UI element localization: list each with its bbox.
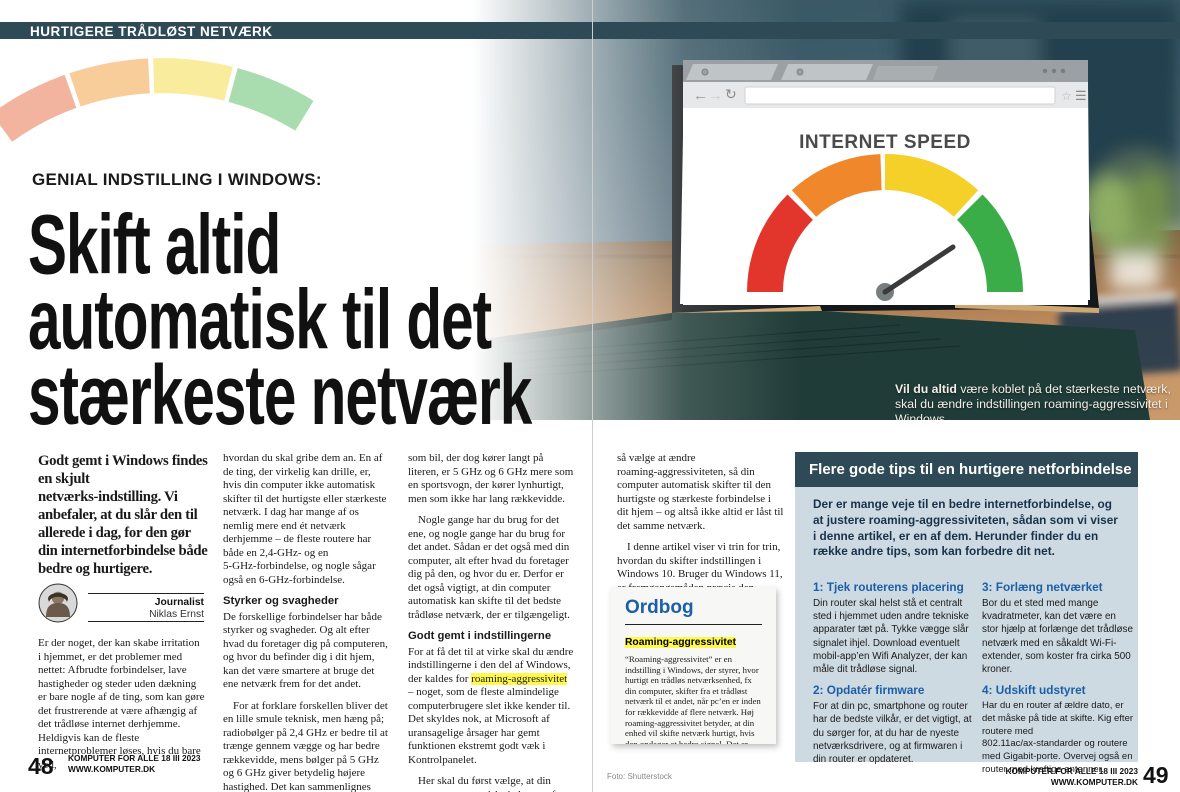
svg-text:☰: ☰ xyxy=(1075,88,1087,103)
svg-text:→: → xyxy=(708,87,723,104)
svg-text:←: ← xyxy=(693,87,708,104)
svg-text:☆: ☆ xyxy=(1061,89,1072,103)
svg-text:↻: ↻ xyxy=(725,86,737,102)
